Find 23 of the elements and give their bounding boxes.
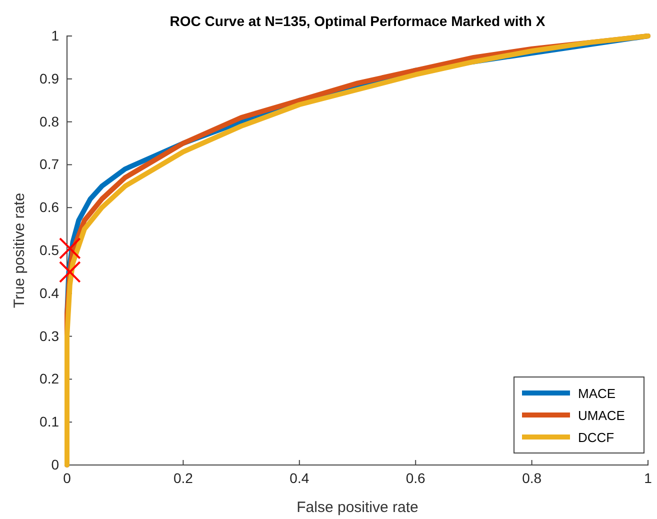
legend-label: UMACE bbox=[578, 408, 626, 423]
x-tick-label: 0 bbox=[63, 470, 72, 486]
y-tick-label: 0.5 bbox=[40, 242, 60, 258]
y-tick-label: 0.7 bbox=[40, 156, 60, 172]
y-tick-label: 0.4 bbox=[40, 284, 60, 301]
y-tick-label: 1 bbox=[51, 27, 60, 44]
legend-label: DCCF bbox=[578, 430, 614, 445]
x-tick-label: 0.6 bbox=[406, 470, 426, 486]
legend-label: MACE bbox=[578, 386, 616, 401]
x-tick-label: 0.4 bbox=[290, 470, 310, 486]
y-tick-label: 0.2 bbox=[40, 370, 60, 387]
y-tick-label: 0.3 bbox=[40, 328, 60, 344]
y-tick-label: 0.1 bbox=[40, 414, 60, 430]
x-tick-label: 0.2 bbox=[173, 470, 194, 486]
y-tick-label: 0.8 bbox=[40, 113, 60, 130]
x-tick-label: 1 bbox=[644, 470, 652, 486]
chart-title: ROC Curve at N=135, Optimal Performace Marked with X bbox=[170, 13, 546, 29]
x-tick-label: 0.8 bbox=[522, 470, 542, 486]
y-tick-label: 0.9 bbox=[40, 70, 60, 86]
y-axis-title: True positive rate bbox=[11, 192, 28, 308]
y-tick-label: 0 bbox=[51, 456, 60, 472]
x-axis-title: False positive rate bbox=[296, 499, 418, 516]
y-tick-label: 0.6 bbox=[40, 199, 60, 216]
